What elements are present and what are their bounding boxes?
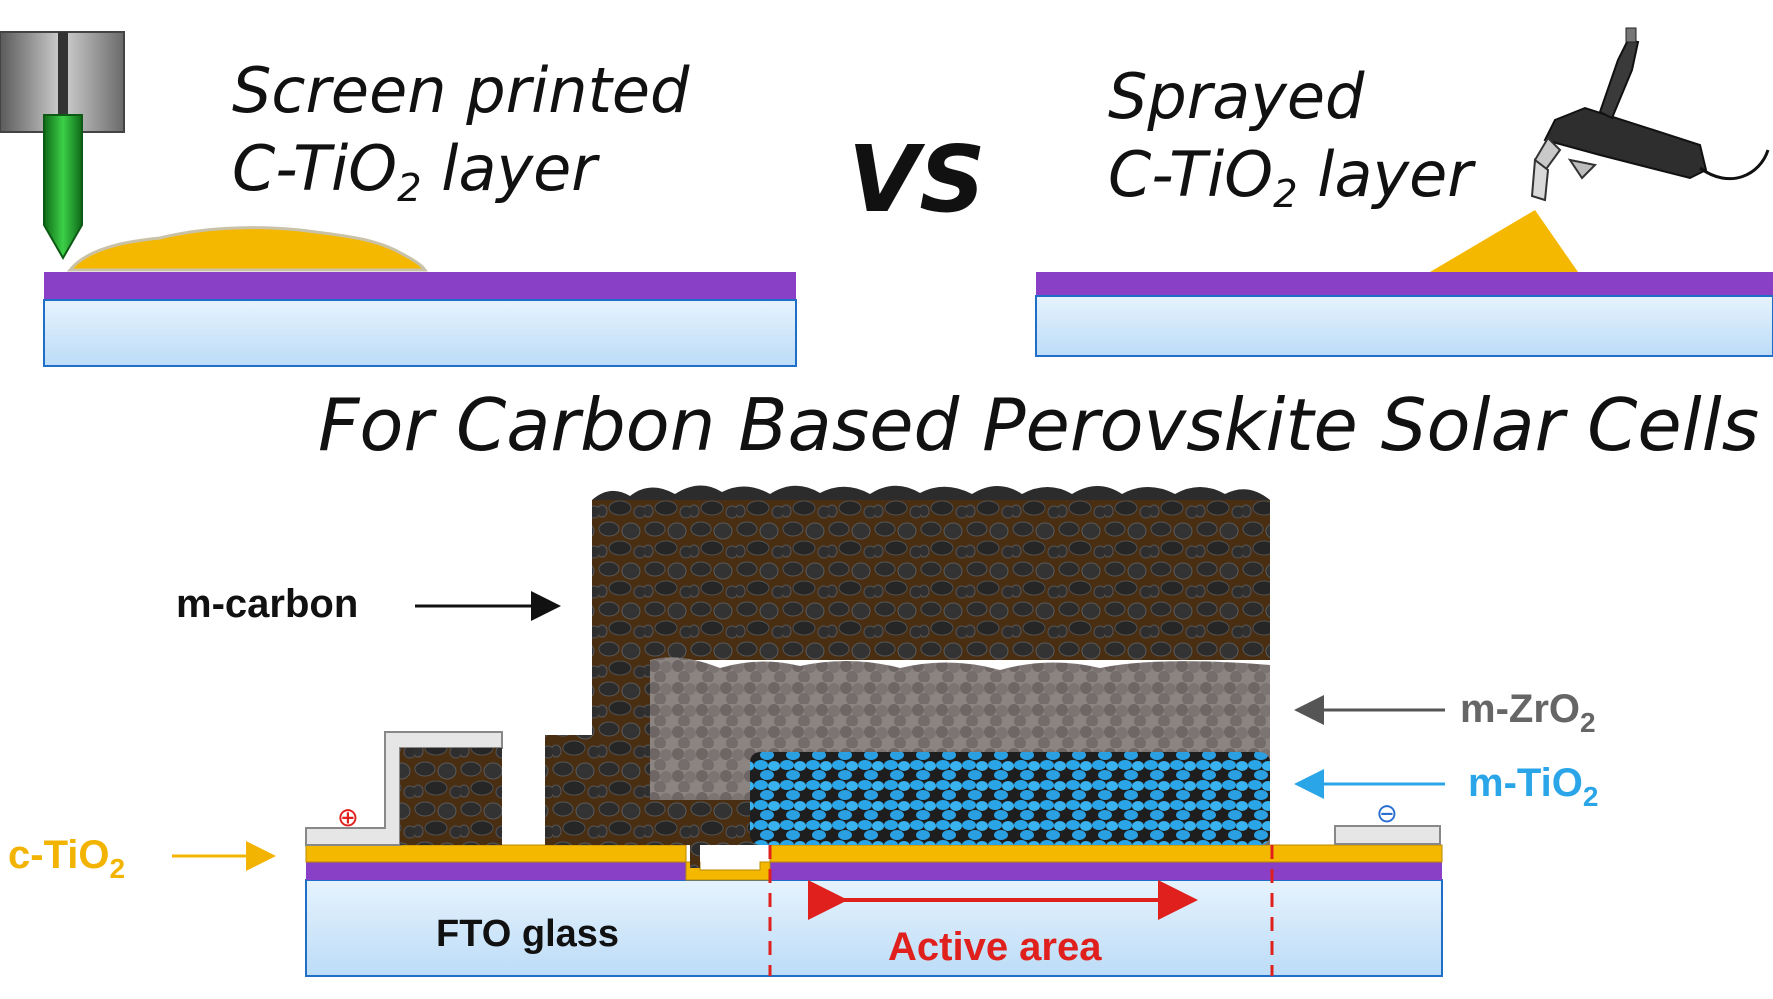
sprayed-title: Sprayed C-TiO2 layer xyxy=(1108,58,1473,234)
m-carbon-label: m-carbon xyxy=(176,582,358,626)
m-tio2-label: m-TiO2 xyxy=(1468,761,1598,812)
c-tio2-label: c-TiO2 xyxy=(8,833,125,884)
positive-symbol: ⊕ xyxy=(337,803,359,833)
negative-contact xyxy=(1334,825,1441,845)
negative-symbol: ⊖ xyxy=(1376,799,1398,829)
device-fto-left xyxy=(306,862,686,880)
m-zro2-label: m-ZrO2 xyxy=(1460,687,1596,738)
m-carbon-layer xyxy=(545,500,1270,868)
m-zro2-label-sub: 2 xyxy=(1580,707,1596,738)
left-glass-substrate xyxy=(43,299,797,367)
right-fto-layer xyxy=(1036,272,1773,296)
active-area-label: Active area xyxy=(888,925,1102,969)
spray-gun-icon xyxy=(1530,27,1770,202)
positive-contact-carbon-fill xyxy=(400,748,502,845)
m-tio2-label-text: m-TiO xyxy=(1468,761,1583,805)
sprayed-subscript: 2 xyxy=(1273,171,1298,217)
screen-printer-nozzle-icon xyxy=(0,31,125,261)
screen-printed-formula: C-TiO xyxy=(232,132,398,205)
screen-printed-line1: Screen printed xyxy=(232,54,690,127)
c-tio2-label-sub: 2 xyxy=(110,853,126,884)
c-tio2-label-text: c-TiO xyxy=(8,833,110,877)
screen-printed-suffix: layer xyxy=(421,132,597,205)
sprayed-formula: C-TiO xyxy=(1108,138,1274,211)
left-fto-layer xyxy=(44,272,796,300)
m-zro2-label-text: m-ZrO xyxy=(1460,687,1580,731)
sprayed-tio2-cone xyxy=(1430,210,1578,272)
device-fto-right xyxy=(770,862,1442,880)
screen-printed-tio2-blob xyxy=(66,226,428,272)
screen-printed-subscript: 2 xyxy=(397,165,422,211)
main-title: For Carbon Based Perovskite Solar Cells xyxy=(318,383,1760,467)
sprayed-line1: Sprayed xyxy=(1108,60,1365,133)
sprayed-line2: C-TiO2 layer xyxy=(1108,136,1473,234)
screen-printed-title: Screen printed C-TiO2 layer xyxy=(232,52,689,228)
m-tio2-layer xyxy=(750,752,1270,845)
screen-printed-line2: C-TiO2 layer xyxy=(232,130,689,228)
vs-label: VS xyxy=(848,126,986,233)
sprayed-suffix: layer xyxy=(1297,138,1473,211)
right-glass-substrate xyxy=(1035,295,1773,357)
m-tio2-label-sub: 2 xyxy=(1583,781,1599,812)
fto-glass-label: FTO glass xyxy=(436,913,619,955)
m-carbon-top-edge xyxy=(592,485,1270,500)
